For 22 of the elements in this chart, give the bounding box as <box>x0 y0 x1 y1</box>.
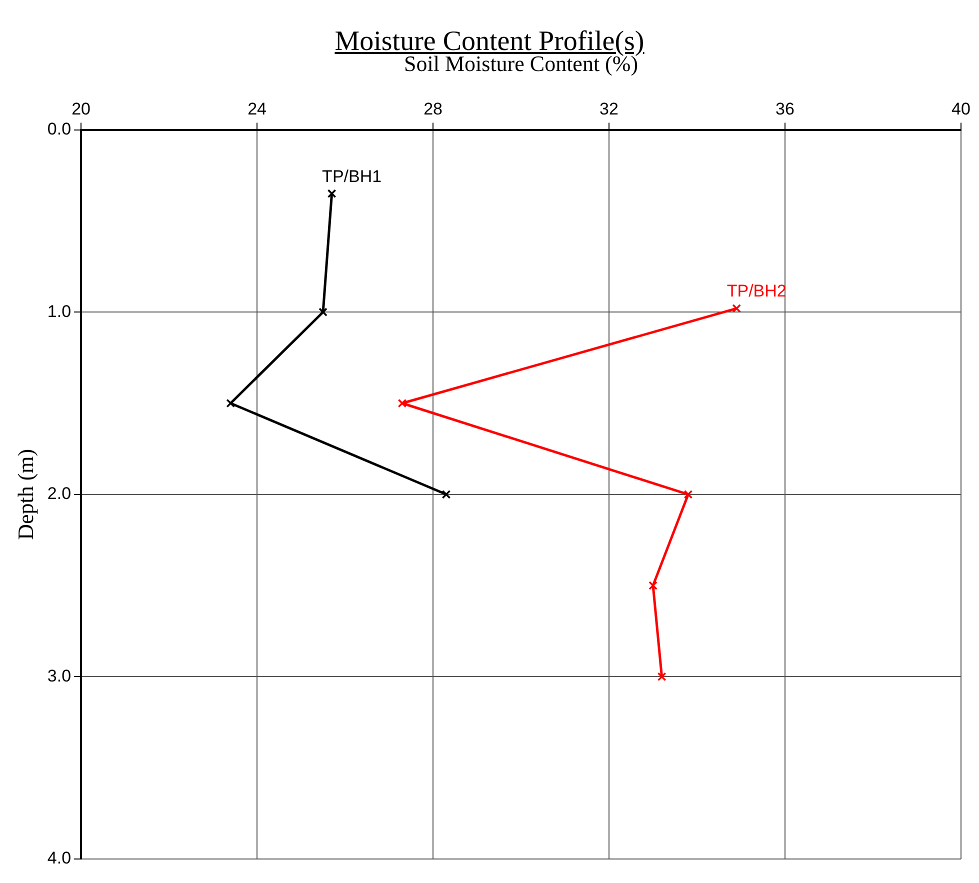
point <box>318 308 328 317</box>
y-tick-label: 2.0 <box>47 484 72 504</box>
y-axis-title: Depth (m) <box>12 448 38 540</box>
point <box>648 581 658 590</box>
y-tick-label: 4.0 <box>47 848 72 868</box>
y-tick-label: 0.0 <box>47 119 72 138</box>
y-tick-label: 1.0 <box>47 302 72 321</box>
point <box>398 398 407 408</box>
point <box>442 490 451 499</box>
x-tick-label: 36 <box>776 99 794 118</box>
point <box>226 398 236 408</box>
y-tick-label: 3.0 <box>47 666 72 686</box>
point <box>684 490 693 499</box>
x-tick-label: 40 <box>952 99 970 118</box>
point <box>657 672 666 682</box>
x-tick-label: 24 <box>248 99 266 118</box>
x-tick-label: 32 <box>600 99 618 118</box>
x-tick-label: 28 <box>424 99 442 118</box>
point <box>732 304 742 313</box>
series-label: TP/BH1 <box>322 166 382 186</box>
point <box>327 189 336 198</box>
x-tick-label: 20 <box>72 99 90 118</box>
